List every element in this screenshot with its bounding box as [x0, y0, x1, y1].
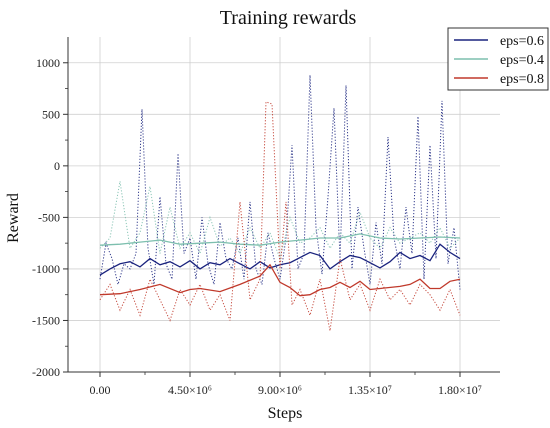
x-tick-label: 1.80×10⁷ — [438, 383, 482, 397]
x-axis-title: Steps — [268, 405, 303, 422]
legend-label: eps=0.4 — [500, 53, 544, 68]
legend: eps=0.6 eps=0.4 eps=0.8 — [447, 27, 549, 91]
y-tick-label: -2000 — [32, 365, 60, 379]
y-axis-title: Reward — [5, 193, 22, 243]
y-tick-label: -500 — [38, 210, 60, 224]
series-smoothed-line — [99, 233, 461, 246]
series-raw-line — [99, 75, 461, 290]
x-tick-label: 4.50×10⁶ — [168, 383, 212, 397]
grid — [68, 37, 500, 373]
y-tick-label: 1000 — [36, 56, 60, 70]
legend-label: eps=0.6 — [500, 34, 544, 49]
x-tick-label: 9.00×10⁶ — [258, 383, 302, 397]
x-tick-label: 1.35×10⁷ — [348, 383, 392, 397]
y-tick-label: 0 — [54, 159, 60, 173]
chart-title: Training rewards — [220, 7, 357, 29]
y-tick-label: 500 — [42, 107, 60, 121]
y-tick-label: -1000 — [32, 262, 60, 276]
series-layer — [99, 75, 461, 331]
y-tick-label: -1500 — [32, 313, 60, 327]
axes: -2000 -1500 -1000 -500 0 500 1000 0.00 4.50×10⁶ 9… — [32, 37, 500, 397]
legend-label: eps=0.8 — [500, 72, 544, 87]
series-eps=0.8 — [99, 101, 461, 331]
series-smoothed-line — [99, 263, 461, 297]
x-tick-label: 0.00 — [90, 383, 111, 397]
plot-area — [68, 37, 500, 372]
